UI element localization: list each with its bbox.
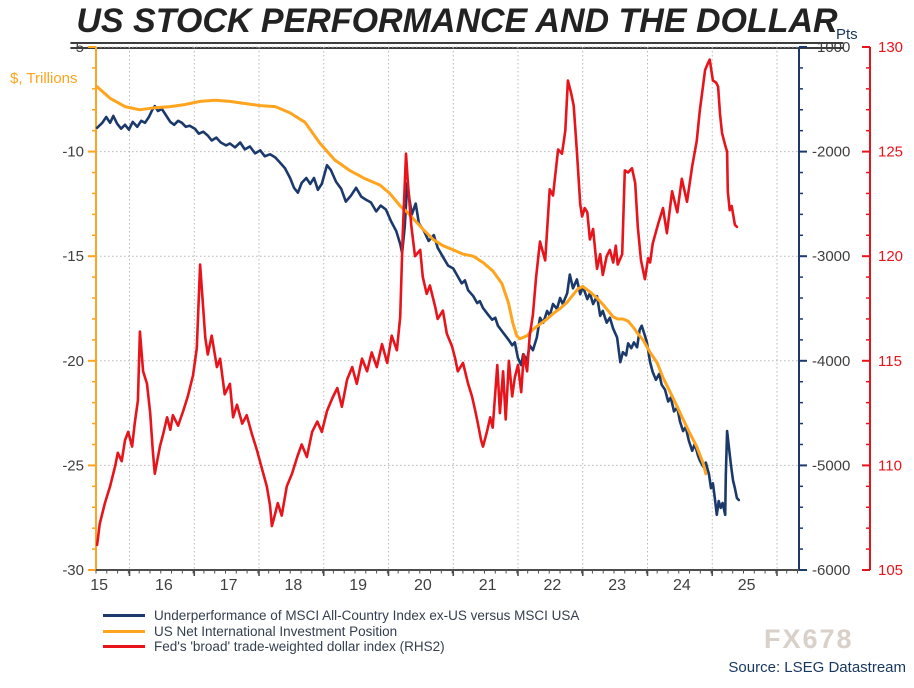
svg-text:-5000: -5000 <box>812 457 850 474</box>
svg-text:-6000: -6000 <box>812 562 850 579</box>
svg-text:15: 15 <box>90 577 108 594</box>
svg-text:115: 115 <box>878 353 902 370</box>
svg-text:-30: -30 <box>62 562 84 579</box>
legend-item: Underperformance of MSCI All-Country Ind… <box>103 608 579 624</box>
svg-text:-5: -5 <box>71 39 84 56</box>
svg-text:23: 23 <box>608 577 626 594</box>
svg-text:125: 125 <box>878 144 903 161</box>
svg-text:-25: -25 <box>62 457 84 474</box>
svg-text:-15: -15 <box>62 248 84 265</box>
svg-text:-4000: -4000 <box>812 353 850 370</box>
svg-text:20: 20 <box>414 577 432 594</box>
svg-text:25: 25 <box>738 577 756 594</box>
legend-swatch-niip <box>103 629 145 633</box>
svg-text:-20: -20 <box>62 353 84 370</box>
svg-text:19: 19 <box>349 577 367 594</box>
legend-swatch-msci <box>103 614 145 618</box>
svg-text:110: 110 <box>878 457 902 474</box>
svg-text:105: 105 <box>878 562 903 579</box>
svg-text:24: 24 <box>673 577 691 594</box>
svg-text:-2000: -2000 <box>812 144 850 161</box>
svg-text:120: 120 <box>878 248 903 265</box>
legend-label-dollar-index: Fed's 'broad' trade-weighted dollar inde… <box>154 639 445 655</box>
chart-title: US STOCK PERFORMANCE AND THE DOLLAR <box>70 2 844 49</box>
legend-label-msci: Underperformance of MSCI All-Country Ind… <box>154 608 580 624</box>
legend-item: Fed's 'broad' trade-weighted dollar inde… <box>103 639 579 655</box>
source-credit: Source: LSEG Datastream <box>728 659 906 676</box>
watermark: FX678 <box>764 624 854 654</box>
svg-text:22: 22 <box>543 577 561 594</box>
svg-text:-3000: -3000 <box>812 248 850 265</box>
legend: Underperformance of MSCI All-Country Ind… <box>103 608 579 655</box>
svg-text:-10: -10 <box>62 144 84 161</box>
svg-text:17: 17 <box>220 577 238 594</box>
svg-text:21: 21 <box>479 577 497 594</box>
svg-text:18: 18 <box>284 577 302 594</box>
svg-text:130: 130 <box>878 39 903 56</box>
svg-text:16: 16 <box>155 577 173 594</box>
right-axis-unit-label: Pts <box>836 26 858 43</box>
legend-item: US Net International Investment Position <box>103 624 579 640</box>
left-axis-unit-label: $, Trillions <box>10 70 78 87</box>
svg-text:-1000: -1000 <box>812 39 850 56</box>
legend-label-niip: US Net International Investment Position <box>154 623 398 639</box>
legend-swatch-dollar-index <box>103 645 145 649</box>
